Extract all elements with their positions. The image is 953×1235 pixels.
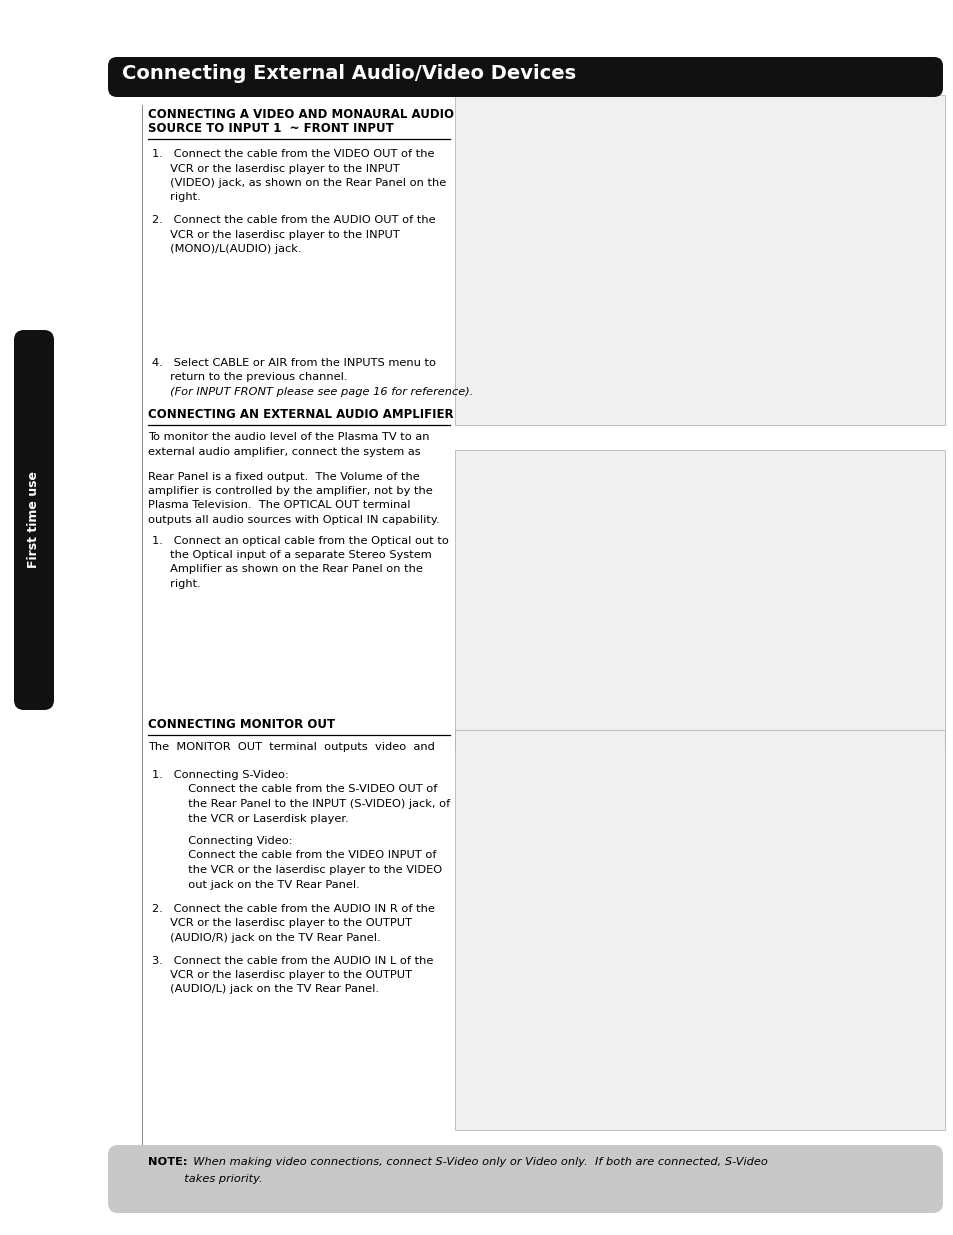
Text: out jack on the TV Rear Panel.: out jack on the TV Rear Panel. [152, 879, 359, 889]
Text: right.: right. [152, 193, 200, 203]
Text: Connect the cable from the S-VIDEO OUT of: Connect the cable from the S-VIDEO OUT o… [152, 784, 436, 794]
Text: the Rear Panel to the INPUT (S-VIDEO) jack, of: the Rear Panel to the INPUT (S-VIDEO) ja… [152, 799, 450, 809]
Text: the VCR or Laserdisk player.: the VCR or Laserdisk player. [152, 814, 349, 824]
Text: the Optical input of a separate Stereo System: the Optical input of a separate Stereo S… [152, 550, 432, 559]
Text: (AUDIO/R) jack on the TV Rear Panel.: (AUDIO/R) jack on the TV Rear Panel. [152, 932, 380, 944]
Text: 2.   Connect the cable from the AUDIO IN R of the: 2. Connect the cable from the AUDIO IN R… [152, 904, 435, 914]
Text: 3.   Connect the cable from the AUDIO IN L of the: 3. Connect the cable from the AUDIO IN L… [152, 956, 433, 966]
Text: First time use: First time use [28, 472, 40, 568]
Text: Connecting External Audio/Video Devices: Connecting External Audio/Video Devices [122, 64, 576, 83]
Text: VCR or the laserdisc player to the INPUT: VCR or the laserdisc player to the INPUT [152, 163, 399, 173]
Text: The  MONITOR  OUT  terminal  outputs  video  and: The MONITOR OUT terminal outputs video a… [148, 742, 435, 752]
Text: To monitor the audio level of the Plasma TV to an: To monitor the audio level of the Plasma… [148, 432, 429, 442]
Text: VCR or the laserdisc player to the INPUT: VCR or the laserdisc player to the INPUT [152, 230, 399, 240]
FancyBboxPatch shape [108, 57, 942, 98]
FancyBboxPatch shape [108, 1145, 942, 1213]
Text: NOTE:: NOTE: [148, 1157, 188, 1167]
Text: Connecting Video:: Connecting Video: [152, 836, 293, 846]
Text: 2.   Connect the cable from the AUDIO OUT of the: 2. Connect the cable from the AUDIO OUT … [152, 215, 436, 225]
Text: (For INPUT FRONT please see page 16 for reference).: (For INPUT FRONT please see page 16 for … [152, 387, 473, 396]
Text: CONNECTING MONITOR OUT: CONNECTING MONITOR OUT [148, 718, 335, 731]
Text: outputs all audio sources with Optical IN capability.: outputs all audio sources with Optical I… [148, 515, 439, 525]
FancyBboxPatch shape [14, 330, 54, 710]
Text: (AUDIO/L) jack on the TV Rear Panel.: (AUDIO/L) jack on the TV Rear Panel. [152, 984, 378, 994]
Text: 1.   Connecting S-Video:: 1. Connecting S-Video: [152, 769, 289, 781]
Bar [455, 95, 944, 425]
Text: the VCR or the laserdisc player to the VIDEO: the VCR or the laserdisc player to the V… [152, 864, 441, 876]
Text: CONNECTING A VIDEO AND MONAURAL AUDIO: CONNECTING A VIDEO AND MONAURAL AUDIO [148, 107, 454, 121]
Text: 1.   Connect the cable from the VIDEO OUT of the: 1. Connect the cable from the VIDEO OUT … [152, 149, 434, 159]
Text: VCR or the laserdisc player to the OUTPUT: VCR or the laserdisc player to the OUTPU… [152, 919, 412, 929]
Text: CONNECTING AN EXTERNAL AUDIO AMPLIFIER: CONNECTING AN EXTERNAL AUDIO AMPLIFIER [148, 408, 453, 421]
Bar [455, 730, 944, 1130]
Text: (VIDEO) jack, as shown on the Rear Panel on the: (VIDEO) jack, as shown on the Rear Panel… [152, 178, 446, 188]
Text: SOURCE TO INPUT 1  ~ FRONT INPUT: SOURCE TO INPUT 1 ~ FRONT INPUT [148, 122, 394, 136]
Text: amplifier is controlled by the amplifier, not by the: amplifier is controlled by the amplifier… [148, 487, 433, 496]
Text: 4.   Select CABLE or AIR from the INPUTS menu to: 4. Select CABLE or AIR from the INPUTS m… [152, 358, 436, 368]
Text: VCR or the laserdisc player to the OUTPUT: VCR or the laserdisc player to the OUTPU… [152, 969, 412, 981]
Text: When making video connections, connect S-Video only or Video only.  If both are : When making video connections, connect S… [186, 1157, 767, 1167]
Text: Amplifier as shown on the Rear Panel on the: Amplifier as shown on the Rear Panel on … [152, 564, 422, 574]
Text: external audio amplifier, connect the system as: external audio amplifier, connect the sy… [148, 447, 420, 457]
Text: Rear Panel is a fixed output.  The Volume of the: Rear Panel is a fixed output. The Volume… [148, 472, 419, 482]
Text: (MONO)/L(AUDIO) jack.: (MONO)/L(AUDIO) jack. [152, 245, 301, 254]
Text: takes priority.: takes priority. [148, 1173, 262, 1183]
Bar [455, 450, 944, 750]
Text: return to the previous channel.: return to the previous channel. [152, 373, 347, 383]
Text: Plasma Television.  The OPTICAL OUT terminal: Plasma Television. The OPTICAL OUT termi… [148, 500, 410, 510]
Text: Connect the cable from the VIDEO INPUT of: Connect the cable from the VIDEO INPUT o… [152, 851, 436, 861]
Text: right.: right. [152, 579, 200, 589]
Text: 1.   Connect an optical cable from the Optical out to: 1. Connect an optical cable from the Opt… [152, 536, 449, 546]
